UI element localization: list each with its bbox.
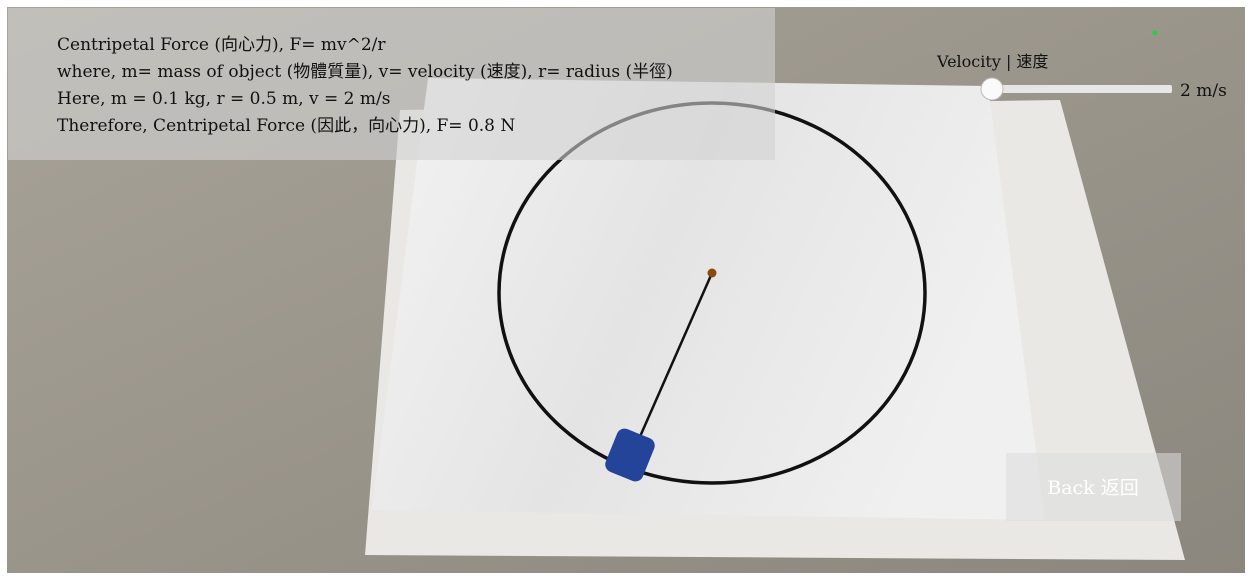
- tracking-indicator: [1152, 30, 1158, 36]
- rotating-object: [605, 428, 655, 482]
- string: [633, 272, 714, 449]
- info-line: where, m= mass of object (物體質量), v= velo…: [57, 62, 673, 82]
- info-panel: [8, 8, 775, 160]
- pivot: [707, 268, 717, 278]
- info-line: Centripetal Force (向心力), F= mv^2/r: [57, 35, 386, 55]
- back-button-label[interactable]: Back 返回: [1047, 477, 1138, 499]
- virtual-plane: [372, 78, 1045, 520]
- info-line: Here, m = 0.1 kg, r = 0.5 m, v = 2 m/s: [57, 89, 390, 109]
- cylinder: [605, 428, 655, 482]
- slider-value: 2 m/s: [1180, 81, 1227, 101]
- info-line: Therefore, Centripetal Force (因此，向心力), F…: [57, 116, 515, 136]
- slider-label: Velocity | 速度: [936, 52, 1048, 71]
- slider-track[interactable]: [990, 85, 1172, 93]
- slider-thumb[interactable]: [980, 77, 1004, 101]
- back-button[interactable]: [1006, 453, 1181, 521]
